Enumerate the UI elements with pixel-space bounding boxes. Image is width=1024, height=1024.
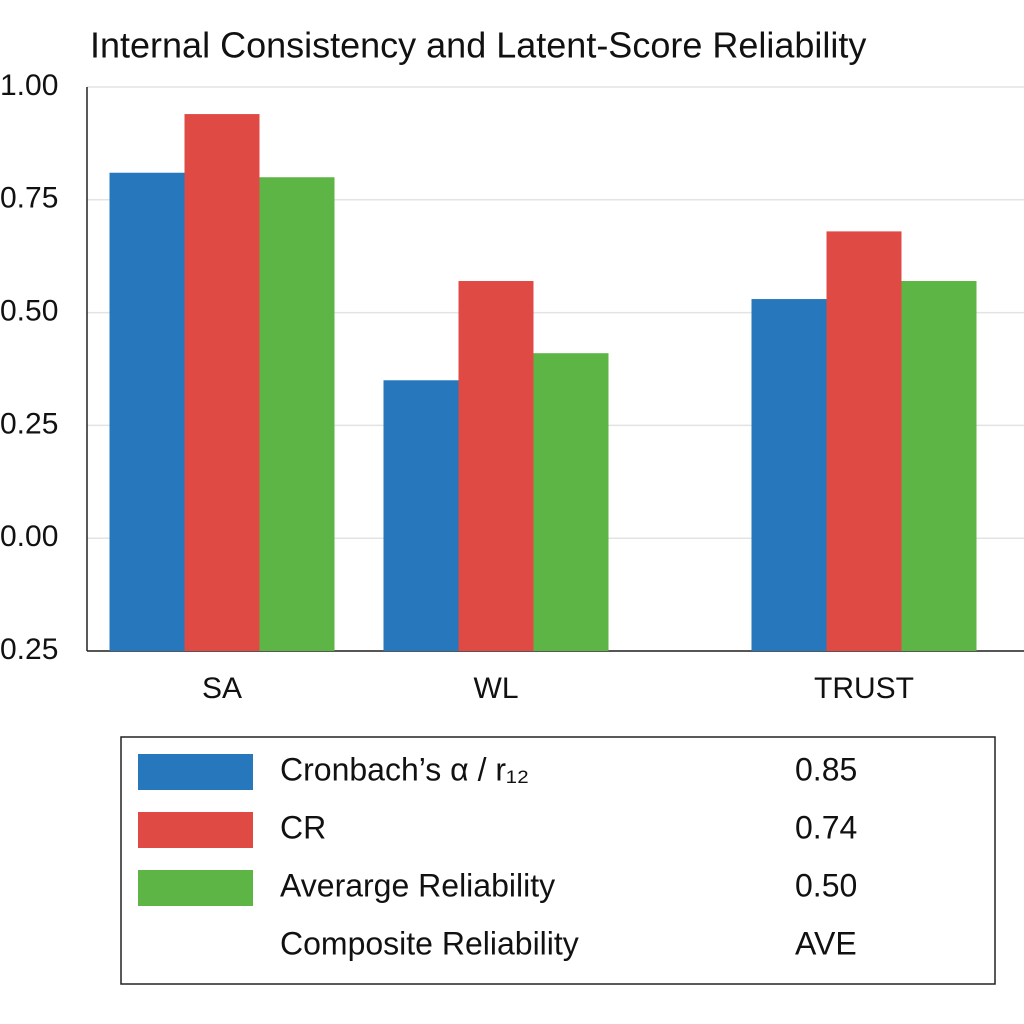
legend-value: AVE [795,925,857,961]
bar [901,281,977,651]
y-tick-label: 0.50 [0,295,58,328]
legend-box [120,736,996,985]
legend-value: 0.74 [795,809,857,845]
bar [751,299,827,651]
x-tick-label: TRUST [814,672,914,705]
bar [184,114,260,651]
bar [458,281,534,651]
legend-swatch [138,870,253,906]
legend-swatch [138,812,253,848]
bar [533,353,609,651]
x-tick-label: WL [474,672,519,705]
legend-value: 0.50 [795,867,857,903]
legend-value: 0.85 [795,751,857,787]
bar [259,177,335,652]
legend-label: Cronbach’s α / r₁₂ [280,751,529,787]
y-tick-label: 0.25 [0,633,58,666]
bar [109,172,185,651]
chart-title: Internal Consistency and Latent-Score Re… [90,25,866,66]
y-tick-label: 1.00 [0,69,58,102]
y-tick-label: 0.00 [0,520,58,553]
legend-swatch [138,754,253,790]
legend-label: CR [280,809,326,845]
y-tick-label: 0.75 [0,182,58,215]
legend-label: Averarge Reliability [280,867,555,903]
bar [826,231,902,651]
bar [383,380,459,651]
x-tick-label: SA [202,672,242,705]
legend-label: Composite Reliability [280,925,579,961]
y-tick-label: 0.25 [0,407,58,440]
